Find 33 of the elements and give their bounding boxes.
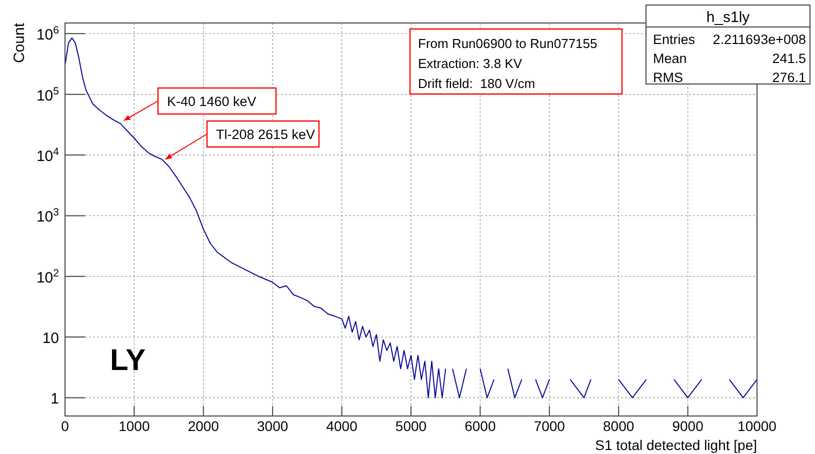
y-tick-label: 1	[50, 390, 59, 408]
annotation: RMS	[653, 70, 683, 85]
x-tick-label: 0	[61, 418, 70, 434]
x-tick-label: 3000	[257, 418, 288, 434]
x-tick-label: 1000	[118, 418, 150, 434]
annotation: Entries	[653, 32, 696, 47]
x-tick-label: 10000	[738, 418, 777, 434]
x-tick-label: 8000	[603, 418, 634, 434]
y-tick-label: 10	[42, 330, 59, 348]
y-axis-title: Count	[11, 22, 28, 64]
annotation: h_s1ly	[706, 9, 750, 26]
annotation: Extraction: 3.8 KV	[418, 56, 522, 71]
x-tick-label: 7000	[534, 418, 566, 434]
annotation: Drift field: 180 V/cm	[418, 76, 536, 91]
x-axis-title: S1 total detected light [pe]	[595, 437, 757, 453]
text: 241.5	[772, 51, 806, 66]
annotation: LY	[110, 344, 146, 377]
annotation: Tl-208 2615 keV	[216, 127, 316, 142]
x-tick-label: 5000	[395, 418, 427, 434]
y-tick-label: 10$^{4}$	[36, 146, 60, 166]
text: 276.1	[772, 70, 806, 85]
annotation: K-40 1460 keV	[167, 94, 256, 109]
x-tick-label: 9000	[672, 418, 704, 434]
x-tick-label: 6000	[464, 418, 496, 434]
annotation: From Run06900 to Run077155	[418, 36, 598, 51]
y-tick-label: 10$^{3}$	[36, 206, 60, 226]
y-tick-label: 10$^{6}$	[36, 24, 60, 44]
annotation: 2.211693e+008	[712, 32, 806, 47]
x-tick-label: 2000	[188, 418, 220, 434]
y-tick-label: 10$^{5}$	[36, 85, 60, 104]
annotation: Mean	[653, 51, 687, 66]
y-tick-label: 10$^{2}$	[36, 267, 60, 286]
x-tick-label: 4000	[326, 418, 358, 434]
